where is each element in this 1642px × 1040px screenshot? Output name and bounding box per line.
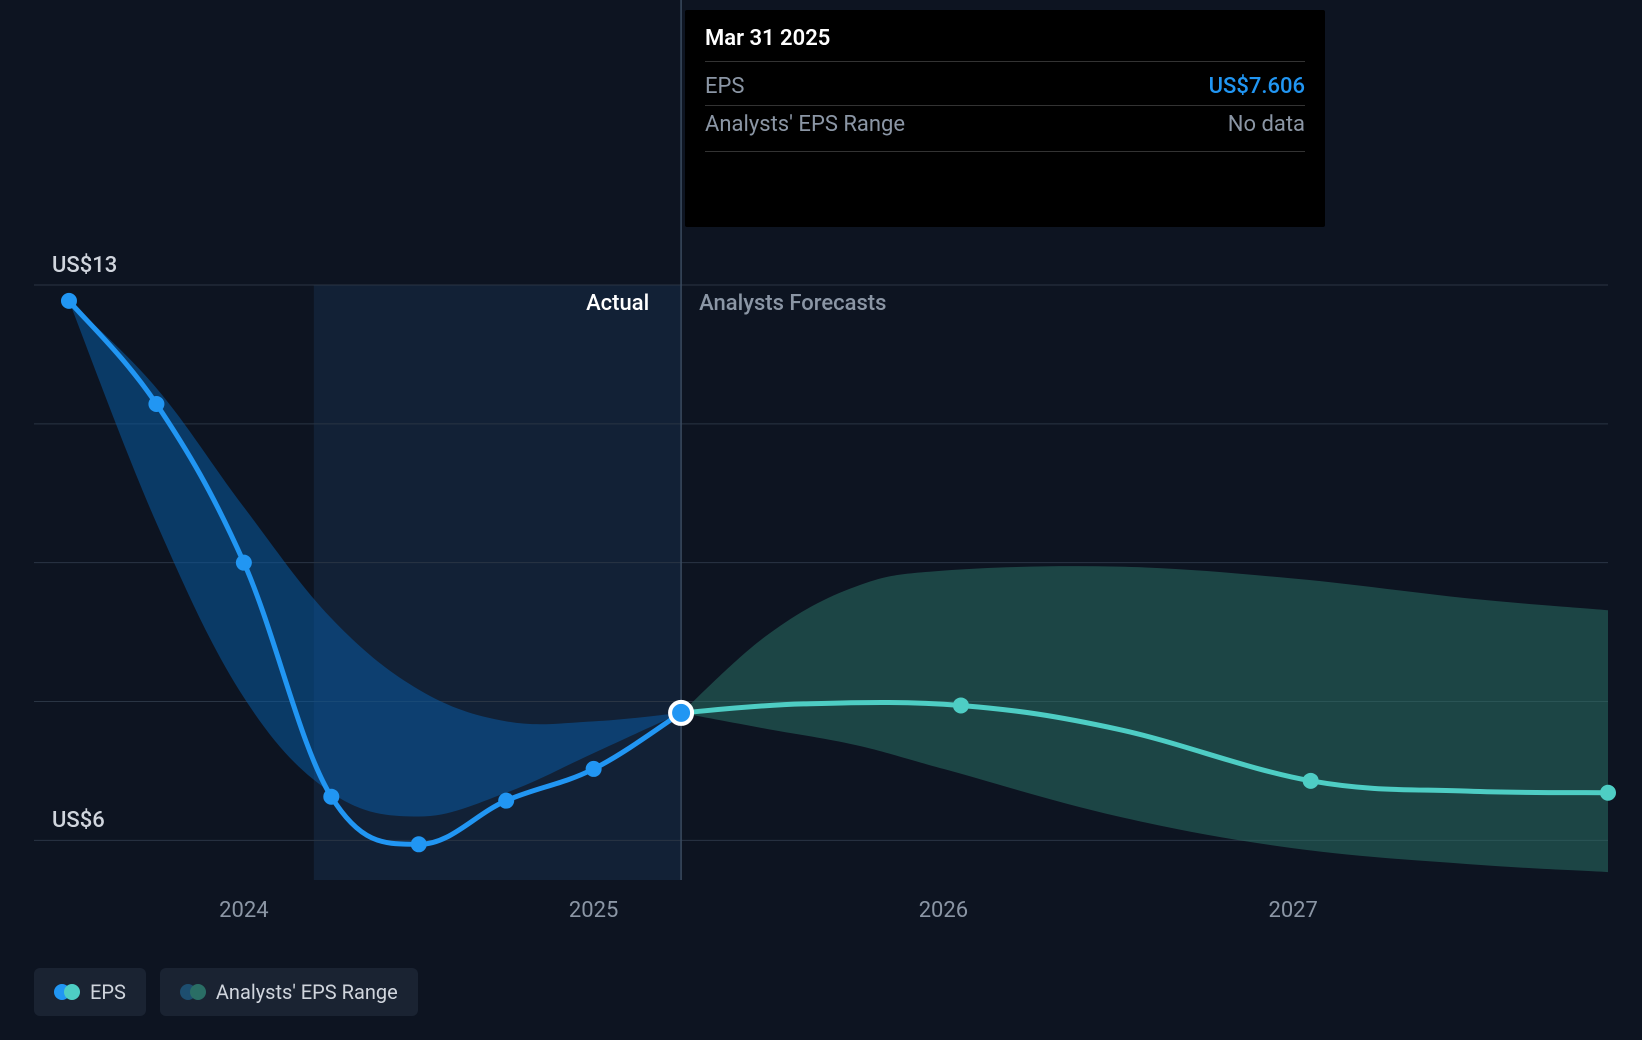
highlight-point[interactable] (670, 702, 692, 724)
y-axis-label: US$6 (52, 808, 105, 833)
eps-actual-marker[interactable] (236, 555, 252, 571)
tooltip-spacer (705, 151, 1305, 211)
region-label-actual: Actual (586, 291, 649, 316)
tooltip-row: EPS US$7.606 (705, 68, 1305, 106)
legend-label: Analysts' EPS Range (216, 980, 398, 1004)
tooltip-row-value: US$7.606 (1209, 74, 1305, 99)
tooltip-row-value: No data (1228, 112, 1305, 137)
eps-actual-marker[interactable] (61, 293, 77, 309)
forecast-range-band (681, 566, 1608, 872)
tooltip-row-label: Analysts' EPS Range (705, 112, 905, 137)
eps-actual-marker[interactable] (586, 761, 602, 777)
eps-forecast-marker[interactable] (1303, 773, 1319, 789)
x-axis-label: 2026 (919, 898, 968, 923)
eps-actual-marker[interactable] (411, 836, 427, 852)
x-axis-label: 2024 (219, 898, 268, 923)
y-axis-label: US$13 (52, 253, 117, 278)
tooltip-row: Analysts' EPS Range No data (705, 106, 1305, 143)
x-axis-label: 2027 (1268, 898, 1317, 923)
legend-item[interactable]: EPS (34, 968, 146, 1016)
region-label-forecast: Analysts Forecasts (699, 291, 886, 316)
eps-forecast-marker[interactable] (953, 697, 969, 713)
tooltip: Mar 31 2025 EPS US$7.606 Analysts' EPS Ran… (685, 10, 1325, 227)
eps-actual-marker[interactable] (148, 396, 164, 412)
eps-actual-marker[interactable] (323, 789, 339, 805)
tooltip-title: Mar 31 2025 (705, 26, 1305, 62)
legend-item[interactable]: Analysts' EPS Range (160, 968, 418, 1016)
x-axis-label: 2025 (569, 898, 618, 923)
eps-forecast-marker[interactable] (1600, 785, 1616, 801)
legend-label: EPS (90, 980, 126, 1004)
legend: EPS Analysts' EPS Range (34, 968, 418, 1016)
chart-container: Mar 31 2025 EPS US$7.606 Analysts' EPS Ran… (0, 0, 1642, 1040)
eps-actual-marker[interactable] (498, 793, 514, 809)
legend-marker (54, 984, 80, 1000)
tooltip-row-label: EPS (705, 74, 744, 99)
legend-marker (180, 984, 206, 1000)
